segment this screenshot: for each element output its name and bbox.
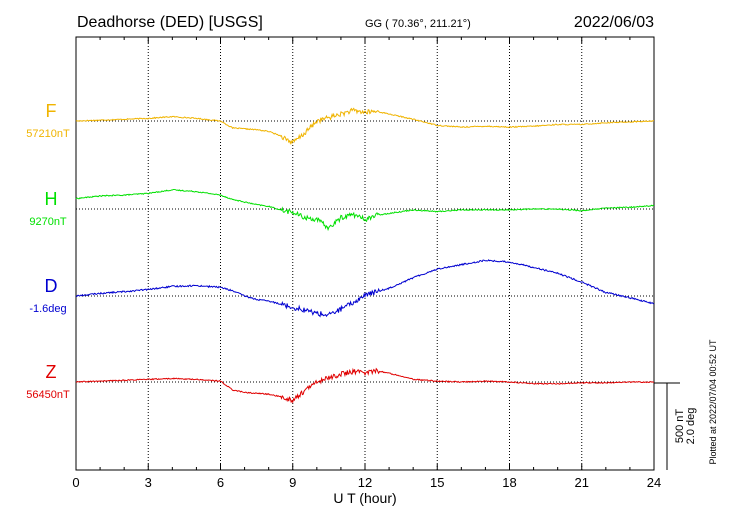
- x-tick-label: 0: [72, 475, 79, 490]
- baseline-value-d: -1.6deg: [29, 303, 66, 315]
- x-tick-label: 3: [145, 475, 152, 490]
- coordinates-label: GG ( 70.36°, 211.21°): [365, 18, 471, 30]
- date-label: 2022/06/03: [574, 14, 654, 31]
- plotted-at-note: Plotted at 2022/07/04 00:52 UT: [708, 339, 718, 465]
- x-axis-label: U T (hour): [333, 490, 396, 506]
- baseline-value-h: 9270nT: [29, 216, 67, 228]
- series-line-f: [75, 107, 655, 145]
- component-label-z: Z: [46, 362, 57, 382]
- x-tick-label: 15: [430, 475, 444, 490]
- x-tick-label: 9: [289, 475, 296, 490]
- component-labels: F 57210nT H 9270nT D -1.6deg Z 56450nT: [26, 101, 70, 401]
- x-tick-label: 12: [358, 475, 372, 490]
- station-title: Deadhorse (DED) [USGS]: [77, 14, 263, 31]
- x-tick-label: 6: [217, 475, 224, 490]
- scale-bar-deg: 2.0 deg: [685, 408, 697, 445]
- series-line-d: [75, 259, 655, 318]
- component-label-d: D: [45, 276, 58, 296]
- baseline-value-f: 57210nT: [26, 128, 70, 140]
- series-line-z: [75, 367, 655, 404]
- component-label-h: H: [45, 189, 58, 209]
- scale-bar-nt: 500 nT: [674, 409, 686, 444]
- grid-layer: [76, 37, 654, 470]
- series-line-h: [75, 188, 655, 232]
- x-tick-label: 18: [502, 475, 516, 490]
- scale-bar: 500 nT 2.0 deg: [654, 382, 697, 470]
- series-layer: [75, 107, 655, 404]
- x-tick-label: 21: [575, 475, 589, 490]
- baseline-value-z: 56450nT: [26, 389, 70, 401]
- component-label-f: F: [46, 101, 57, 121]
- x-tick-label: 24: [647, 475, 661, 490]
- x-axis: 0 3 6 9 12 15 18 21 24: [72, 37, 661, 490]
